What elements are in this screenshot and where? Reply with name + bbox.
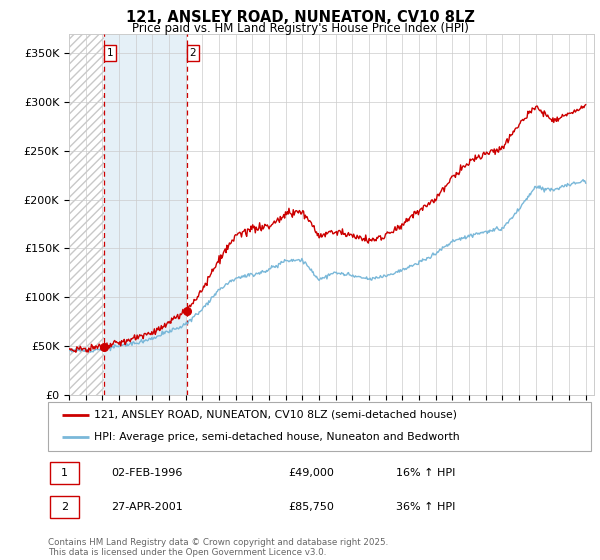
- Bar: [69, 34, 104, 395]
- FancyBboxPatch shape: [50, 496, 79, 518]
- Text: 16% ↑ HPI: 16% ↑ HPI: [396, 468, 455, 478]
- Bar: [104, 34, 187, 395]
- Text: Price paid vs. HM Land Registry's House Price Index (HPI): Price paid vs. HM Land Registry's House …: [131, 22, 469, 35]
- Text: 121, ANSLEY ROAD, NUNEATON, CV10 8LZ (semi-detached house): 121, ANSLEY ROAD, NUNEATON, CV10 8LZ (se…: [94, 410, 457, 420]
- Text: HPI: Average price, semi-detached house, Nuneaton and Bedworth: HPI: Average price, semi-detached house,…: [94, 432, 460, 442]
- Text: £49,000: £49,000: [288, 468, 334, 478]
- Text: £85,750: £85,750: [288, 502, 334, 512]
- Text: 02-FEB-1996: 02-FEB-1996: [111, 468, 182, 478]
- FancyBboxPatch shape: [50, 462, 79, 484]
- FancyBboxPatch shape: [48, 402, 591, 451]
- Text: 2: 2: [190, 48, 196, 58]
- Text: 121, ANSLEY ROAD, NUNEATON, CV10 8LZ: 121, ANSLEY ROAD, NUNEATON, CV10 8LZ: [125, 10, 475, 25]
- Text: 1: 1: [106, 48, 113, 58]
- Text: 36% ↑ HPI: 36% ↑ HPI: [396, 502, 455, 512]
- Text: 1: 1: [61, 468, 68, 478]
- Text: Contains HM Land Registry data © Crown copyright and database right 2025.
This d: Contains HM Land Registry data © Crown c…: [48, 538, 388, 557]
- Text: 2: 2: [61, 502, 68, 512]
- Text: 27-APR-2001: 27-APR-2001: [111, 502, 183, 512]
